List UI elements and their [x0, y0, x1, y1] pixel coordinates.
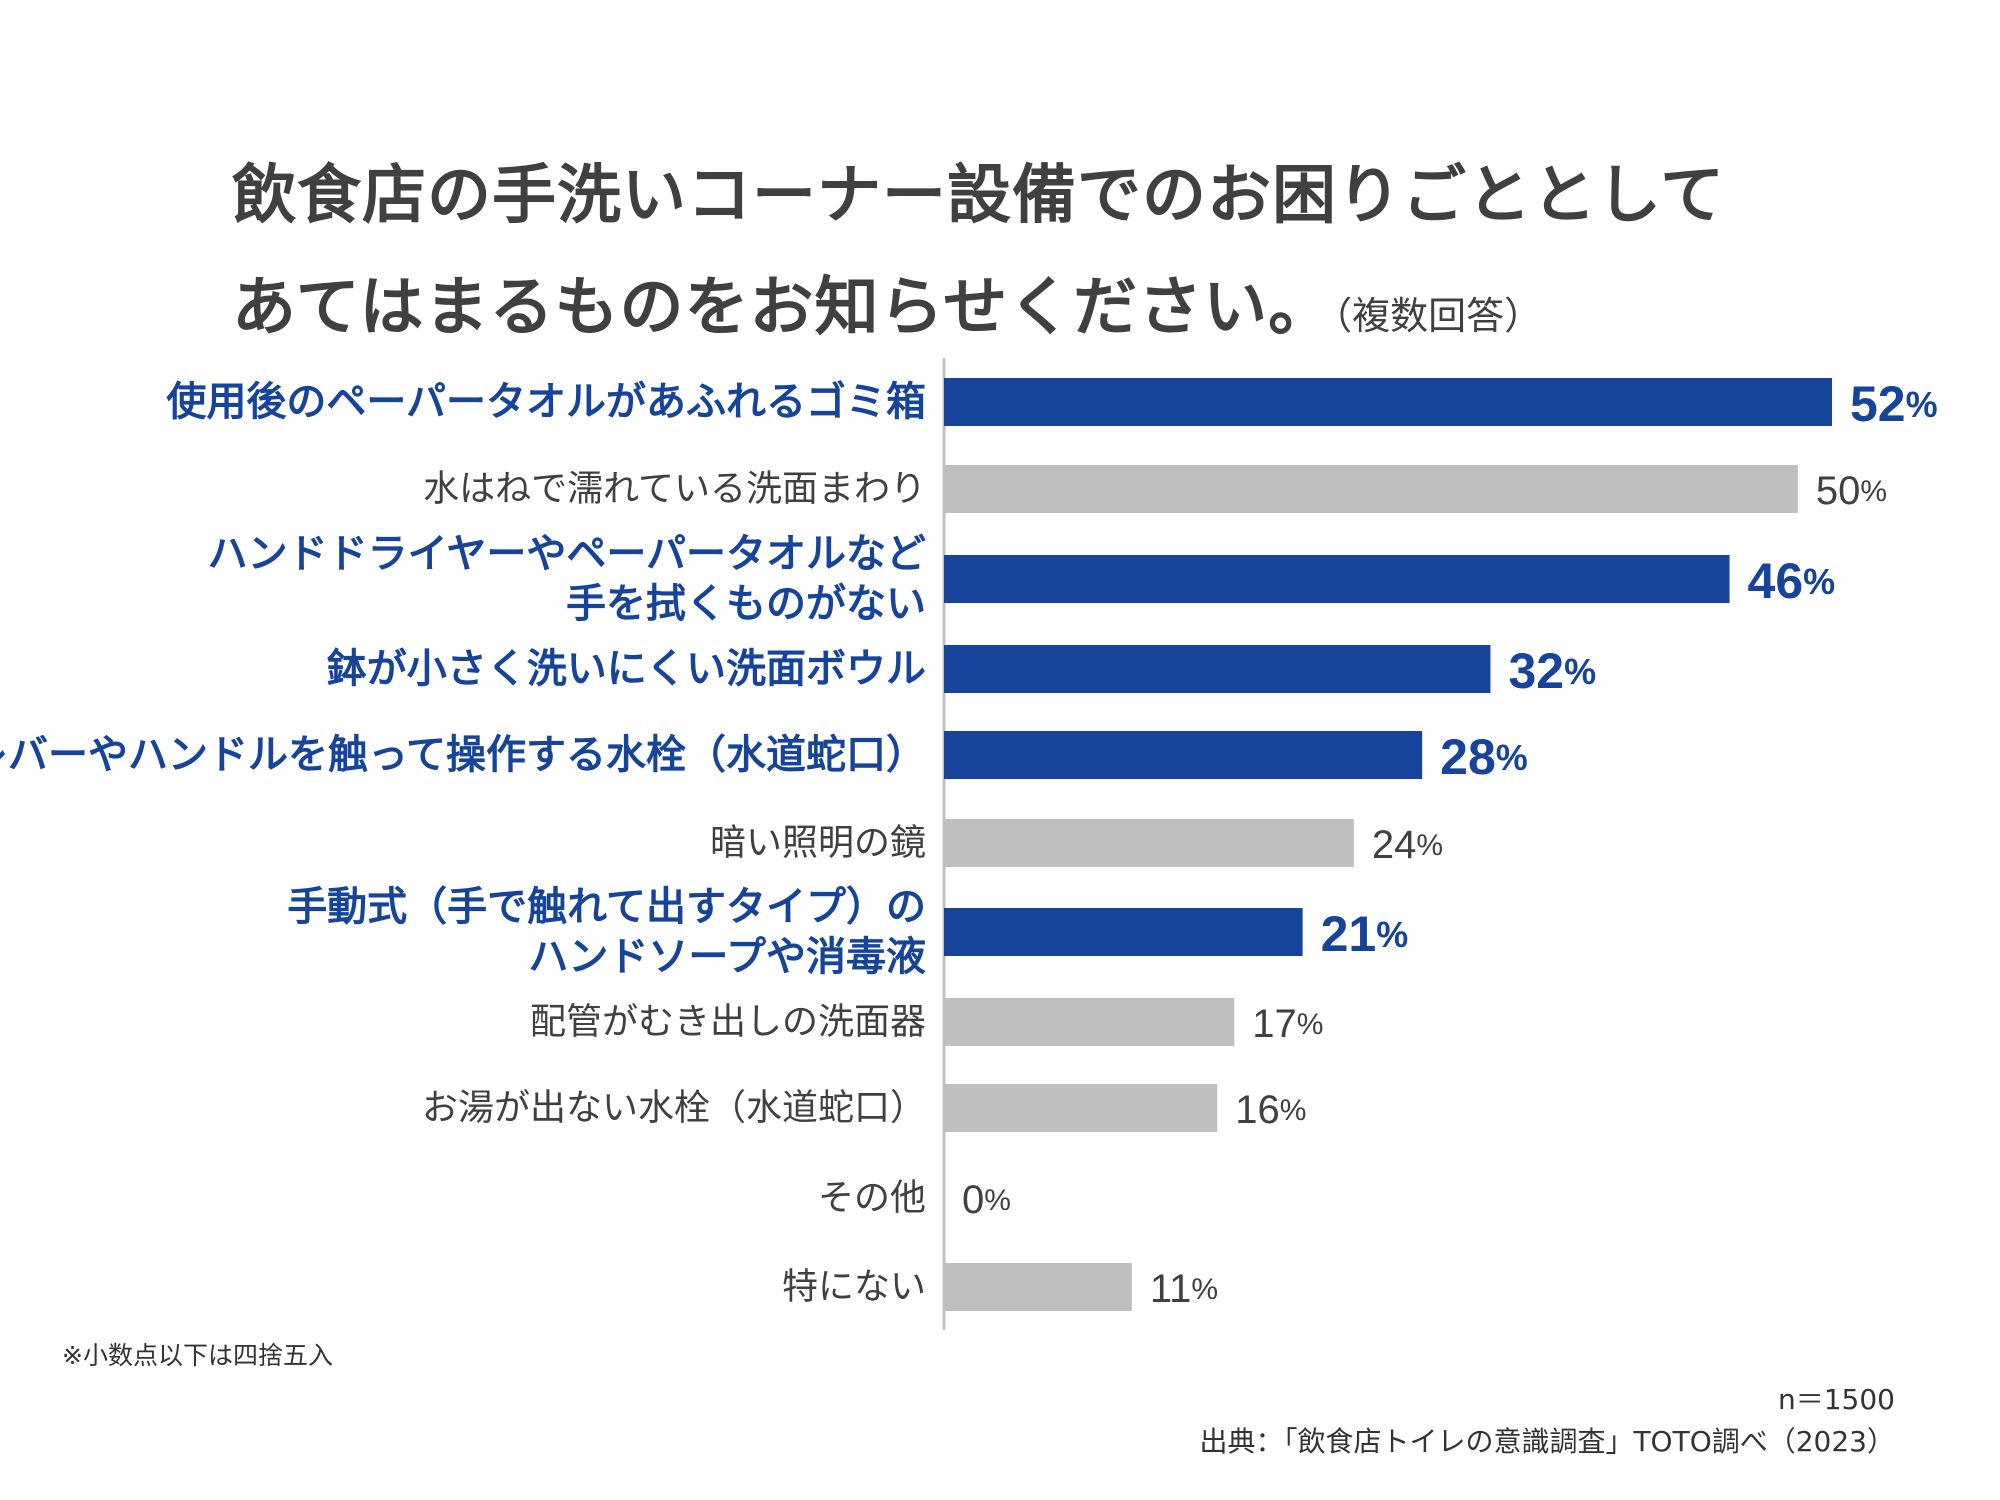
- bar-4: [944, 645, 1491, 693]
- value-label-10: 0%: [962, 1178, 1011, 1222]
- category-label-2: 水はねで濡れている洗面まわり: [423, 469, 926, 510]
- bar-8: [944, 998, 1235, 1046]
- category-label-7-line-2: ハンドソープや消毒液: [528, 934, 926, 980]
- title-line-2: あてはまるものをお知らせください。: [232, 271, 1334, 345]
- category-label-9: お湯が出ない水栓（水道蛇口）: [422, 1088, 926, 1129]
- category-label-4: 鉢が小さく洗いにくい洗面ボウル: [327, 646, 926, 692]
- value-label-5: 28%: [1440, 729, 1528, 785]
- bar-2: [944, 465, 1798, 513]
- category-label-3-line-1: ハンドドライヤーやペーパータオルなど: [208, 531, 926, 577]
- bar-11: [944, 1263, 1132, 1311]
- category-label-11: 特にない: [782, 1267, 926, 1308]
- value-label-2: 50%: [1816, 469, 1887, 513]
- value-label-6: 24%: [1372, 823, 1443, 867]
- value-label-7: 21%: [1321, 906, 1409, 962]
- category-label-3-line-2: 手を拭くものがない: [566, 581, 926, 627]
- category-label-10: その他: [818, 1178, 926, 1219]
- value-label-8: 17%: [1252, 1002, 1323, 1046]
- category-label-7-line-1: 手動式（手で触れて出すタイプ）の: [287, 884, 926, 930]
- value-label-9: 16%: [1235, 1088, 1306, 1132]
- value-label-1: 52%: [1850, 376, 1938, 432]
- bar-3: [944, 555, 1730, 603]
- footnote: ※小数点以下は四捨五入: [62, 1341, 333, 1370]
- chart-title: 飲食店の手洗いコーナー設備でのお困りごととして あてはまるものをお知らせください…: [232, 140, 1725, 372]
- category-label-1: 使用後のペーパータオルがあふれるゴミ箱: [166, 379, 926, 425]
- bar-1: [944, 378, 1832, 426]
- bar-chart: 使用後のペーパータオルがあふれるゴミ箱 52% 水はねで濡れている洗面まわり 50% ハ…: [0, 358, 1938, 1330]
- bar-5: [944, 731, 1423, 779]
- sample-size: n＝1500: [1777, 1383, 1895, 1416]
- title-line-1: 飲食店の手洗いコーナー設備でのお困りごととして: [232, 159, 1726, 233]
- category-label-8: 配管がむき出しの洗面器: [530, 1002, 926, 1043]
- category-label-5: レバーやハンドルを触って操作する水栓（水道蛇口）: [0, 732, 926, 778]
- value-label-11: 11%: [1150, 1267, 1218, 1311]
- category-label-6: 暗い照明の鏡: [710, 823, 926, 864]
- source-note: 出典：「飲食店トイレの意識調査」TOTO調べ（2023）: [1199, 1425, 1895, 1458]
- value-label-4: 32%: [1508, 643, 1596, 699]
- bar-6: [944, 819, 1354, 867]
- bar-9: [944, 1084, 1218, 1132]
- value-label-3: 46%: [1748, 553, 1836, 609]
- title-note: （複数回答）: [1333, 294, 1543, 338]
- bar-7: [944, 908, 1303, 956]
